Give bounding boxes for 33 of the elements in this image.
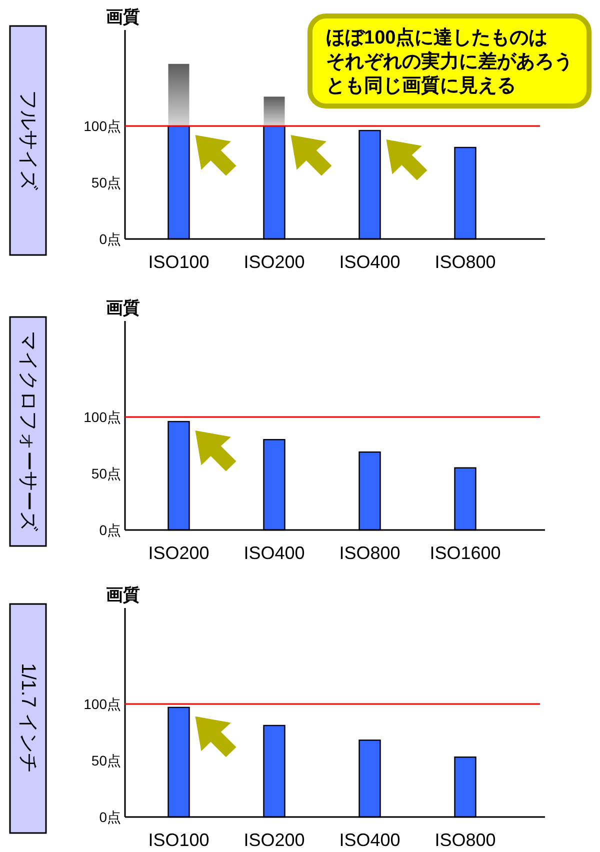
note: ほぼ100点に達したものは それぞれの実力に差があろう とも同じ画質に見える [308, 14, 592, 108]
y-tick-label: 100点 [84, 409, 121, 426]
x-tick-label: ISO800 [434, 252, 496, 272]
y-axis-title: 画質 [106, 586, 140, 604]
title: フルサイズ [9, 25, 47, 256]
y-tick-label: 0点 [99, 809, 121, 825]
y-tick-label: 50点 [91, 752, 121, 769]
x-tick-label: ISO200 [244, 830, 305, 850]
x-tick-label: ISO400 [244, 543, 305, 563]
bar [168, 64, 190, 126]
y-tick-label: 0点 [99, 231, 121, 247]
x-tick-label: ISO800 [434, 830, 496, 850]
title: マイクロフォーサーズ [9, 316, 47, 547]
y-tick-label: 100点 [84, 696, 121, 712]
y-axis-title: 画質 [106, 8, 140, 26]
y-tick-label: 50点 [91, 174, 121, 191]
x-tick-label: ISO200 [148, 543, 210, 563]
x-tick-label: ISO400 [339, 830, 400, 850]
title: 1/1.7 インチ [9, 603, 47, 834]
y-tick-label: 50点 [91, 466, 121, 482]
x-tick-label: ISO100 [148, 252, 210, 272]
y-tick-label: 100点 [84, 118, 121, 134]
x-tick-label: ISO400 [339, 252, 400, 272]
x-tick-label: ISO100 [148, 830, 210, 850]
x-tick-label: ISO1600 [430, 543, 501, 563]
y-tick-label: 0点 [99, 522, 121, 538]
bar [264, 96, 285, 126]
x-tick-label: ISO200 [244, 252, 305, 272]
annotation: それぞれの実力に差があろう [326, 50, 573, 72]
y-axis-title: 画質 [106, 298, 140, 318]
x-tick-label: ISO800 [339, 543, 400, 563]
annotation: ほぼ100点に達したものは [326, 26, 548, 48]
annotation: とも同じ画質に見える [326, 74, 516, 96]
